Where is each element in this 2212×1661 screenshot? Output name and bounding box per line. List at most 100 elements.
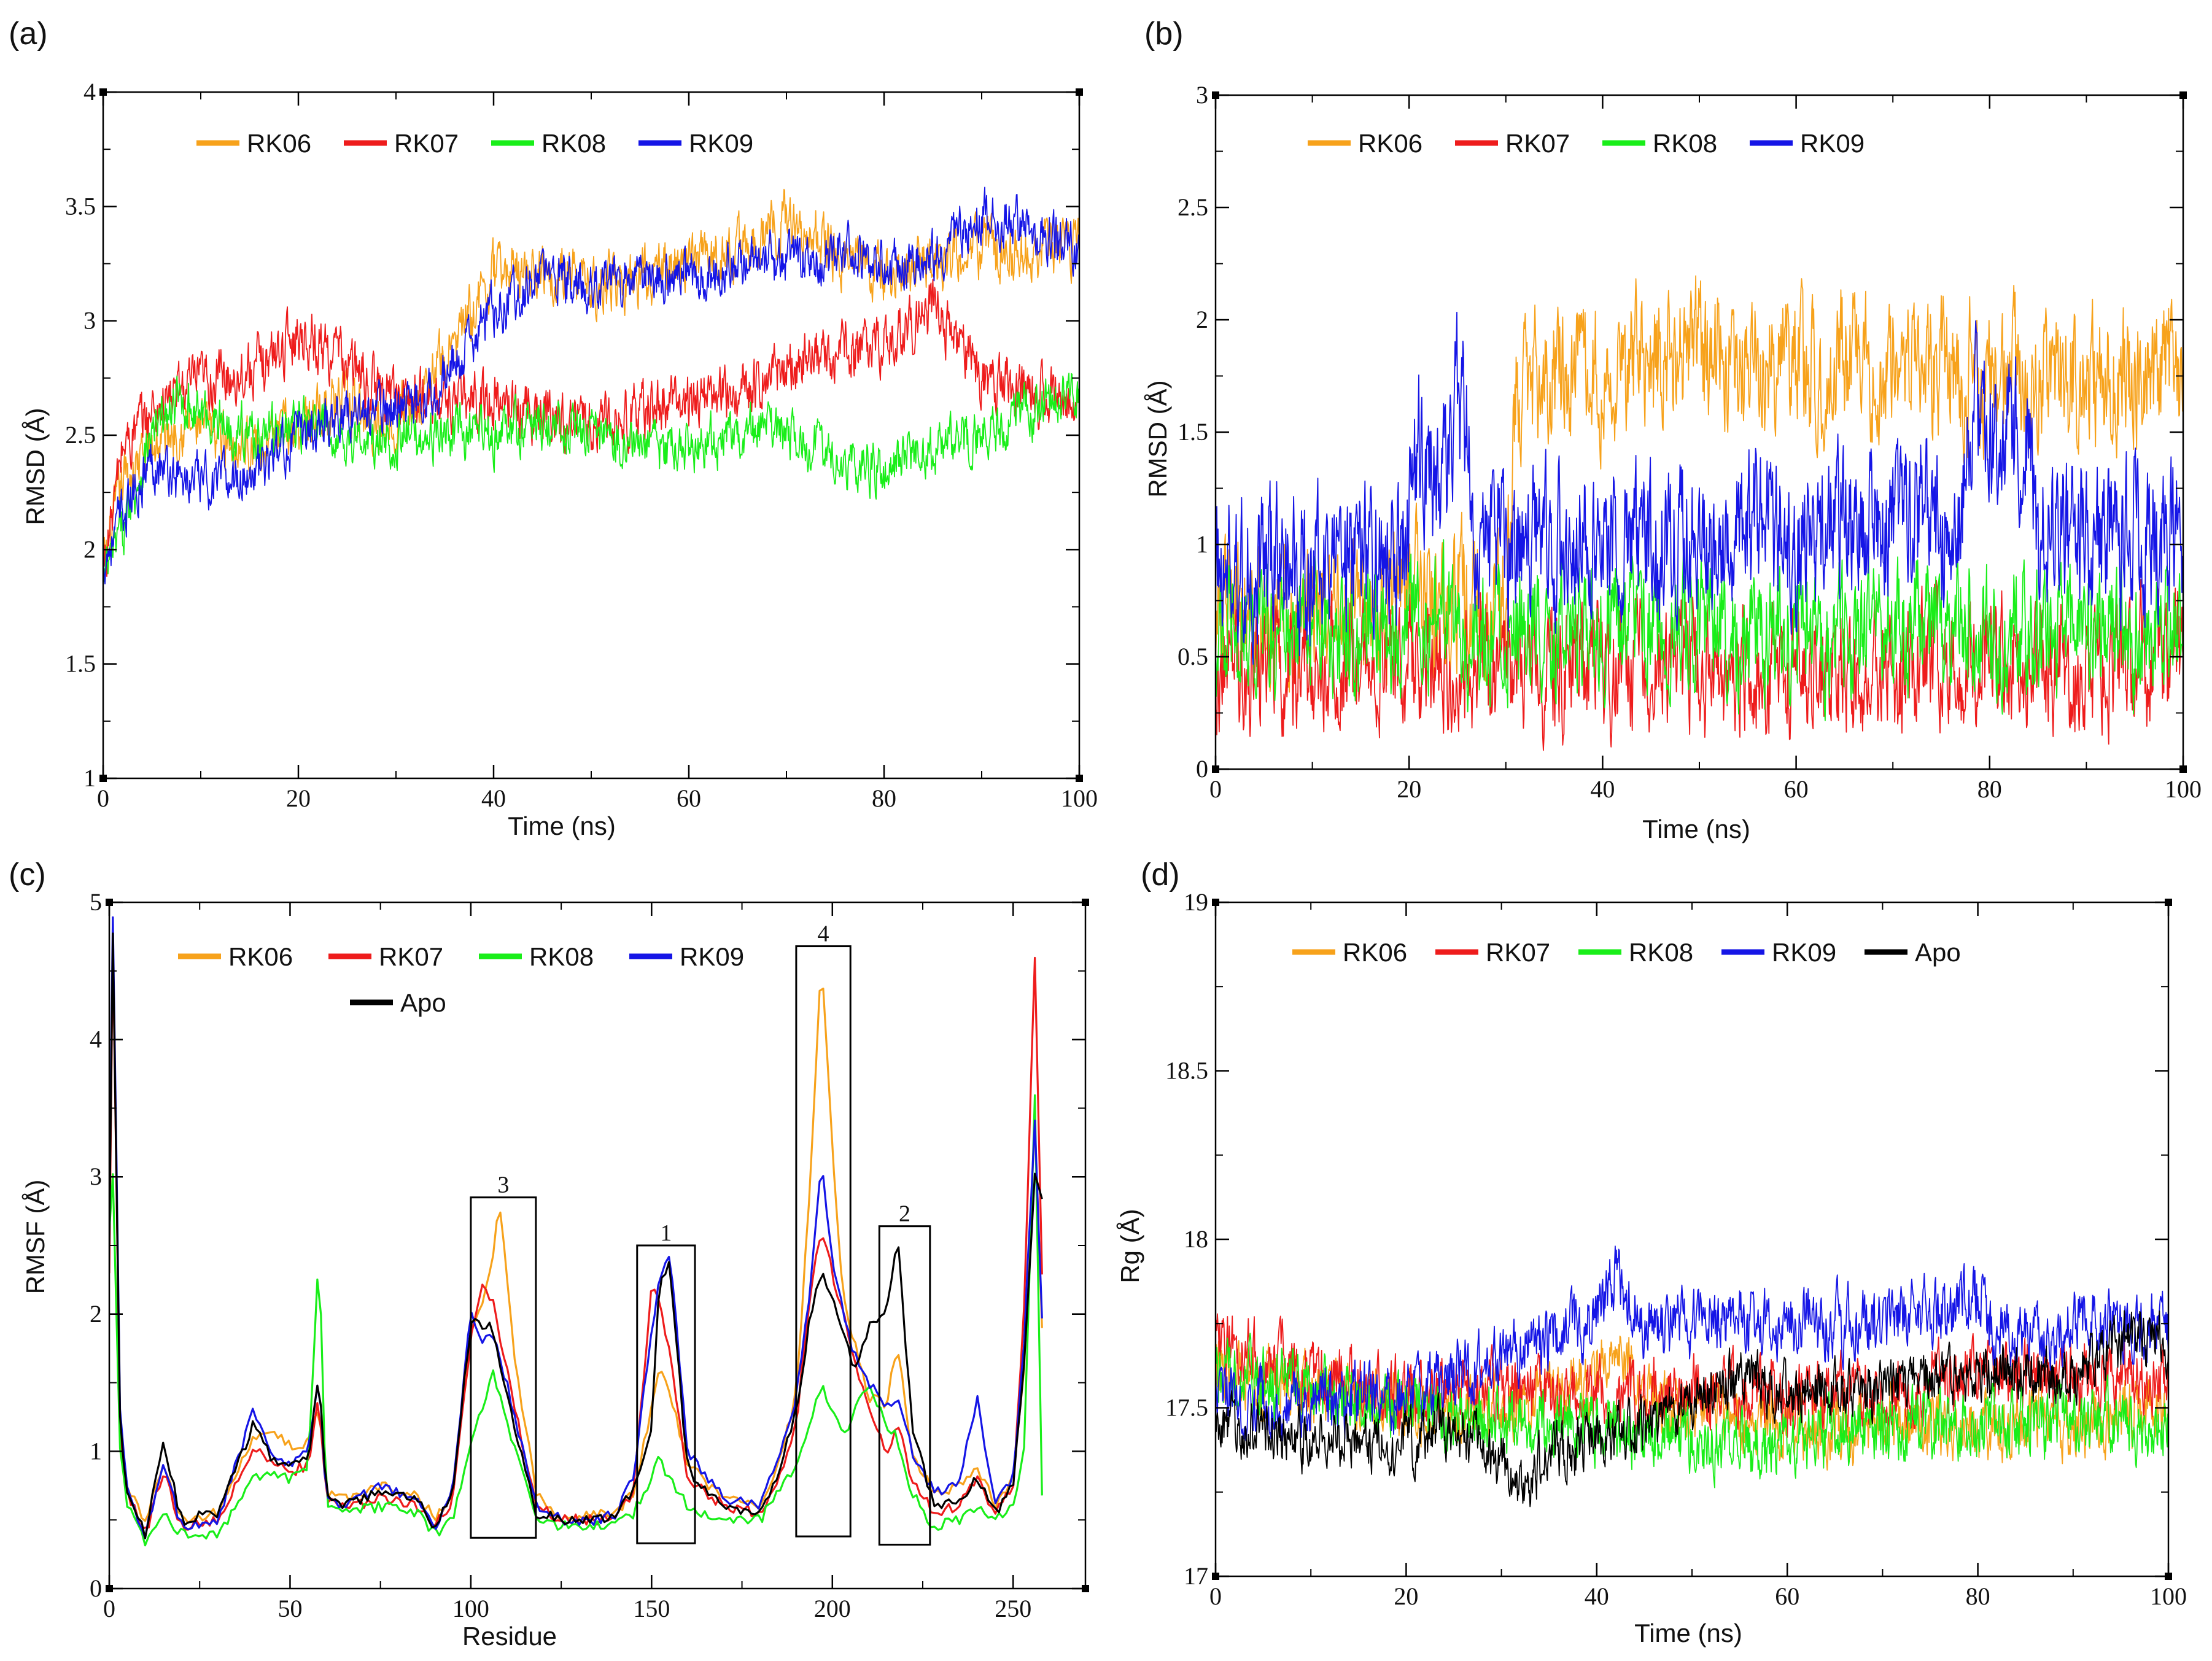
- legend: RK06 RK07 RK08 RK09: [196, 129, 753, 158]
- y-tick-label: 2: [90, 1300, 102, 1328]
- legend-label-rk08: RK08: [541, 129, 606, 158]
- legend: RK06 RK07 RK08 RK09 Apo: [1292, 938, 1961, 967]
- legend-label-apo: Apo: [1915, 938, 1961, 967]
- legend-label-rk06: RK06: [247, 129, 311, 158]
- y-tick-label: 2: [83, 535, 96, 563]
- y-tick-label: 4: [83, 78, 96, 106]
- y-tick-label: 0: [90, 1574, 102, 1602]
- y-tick-label: 2.5: [1178, 193, 1208, 221]
- x-tick-label: 0: [1209, 1582, 1222, 1610]
- series-line-apo: [1216, 1310, 2168, 1508]
- annotation-box-4: [795, 945, 852, 1538]
- x-tick-label: 100: [452, 1595, 489, 1622]
- panel-b-letter: (b): [1144, 16, 1184, 52]
- y-tick-label: 0: [1196, 755, 1208, 783]
- legend-label-rk09: RK09: [1772, 938, 1836, 967]
- series-line-rk07: [103, 279, 1079, 577]
- series-line-rk07: [1216, 579, 2183, 751]
- series-line-rk09: [103, 187, 1079, 585]
- panel-d-letter: (d): [1141, 857, 1180, 892]
- series-line-apo: [109, 932, 1043, 1539]
- legend: RK06 RK07 RK08 RK09 Apo: [178, 942, 744, 1017]
- legend-label-apo: Apo: [400, 988, 446, 1017]
- x-tick-label: 50: [277, 1595, 302, 1622]
- y-tick-label: 3: [83, 307, 96, 335]
- panel-b-x-axis-title: Time (ns): [1642, 815, 1750, 843]
- y-tick-label: 3: [1196, 81, 1208, 109]
- x-tick-label: 40: [1585, 1582, 1609, 1610]
- panel-b-y-axis-title: RMSD (Å): [1143, 380, 1172, 497]
- legend: RK06 RK07 RK08 RK09: [1308, 129, 1865, 158]
- y-tick-label: 18: [1184, 1225, 1208, 1253]
- panel-c-letter: (c): [9, 857, 46, 892]
- legend-label-rk06: RK06: [228, 942, 293, 971]
- x-tick-label: 0: [1209, 775, 1222, 803]
- x-tick-label: 40: [1590, 775, 1615, 803]
- legend-label-rk08: RK08: [1653, 129, 1717, 158]
- legend-label-rk07: RK07: [394, 129, 459, 158]
- legend-label-rk07: RK07: [1486, 938, 1550, 967]
- x-tick-label: 60: [1784, 775, 1809, 803]
- annotation-label-4: 4: [818, 921, 829, 947]
- panel-a-letter: (a): [9, 16, 48, 52]
- annotation-label-2: 2: [899, 1201, 910, 1227]
- y-tick-label: 1: [1196, 530, 1208, 558]
- y-tick-label: 18.5: [1165, 1057, 1208, 1085]
- x-tick-label: 100: [2165, 775, 2202, 803]
- y-tick-label: 1: [83, 764, 96, 792]
- x-tick-label: 20: [1397, 775, 1421, 803]
- series-group: [103, 187, 1079, 585]
- legend-label-rk06: RK06: [1343, 938, 1407, 967]
- y-tick-label: 17.5: [1165, 1394, 1208, 1422]
- y-tick-label: 19: [1184, 888, 1208, 916]
- y-tick-label: 17: [1184, 1562, 1208, 1590]
- panel-c-y-axis-title: RMSF (Å): [21, 1180, 50, 1295]
- series-line-rk08: [1216, 539, 2183, 721]
- x-tick-label: 40: [481, 784, 506, 812]
- x-tick-label: 150: [633, 1595, 670, 1622]
- series-line-rk08: [109, 1094, 1043, 1547]
- x-tick-label: 80: [1966, 1582, 1990, 1610]
- x-tick-label: 60: [677, 784, 701, 812]
- x-tick-label: 20: [1394, 1582, 1418, 1610]
- x-tick-label: 0: [103, 1595, 115, 1622]
- y-tick-label: 0.5: [1178, 643, 1208, 670]
- panel-a-y-axis-title: RMSD (Å): [21, 408, 50, 525]
- x-tick-label: 250: [995, 1595, 1031, 1622]
- x-tick-label: 80: [1977, 775, 2002, 803]
- x-tick-label: 0: [97, 784, 109, 812]
- legend-label-rk08: RK08: [1629, 938, 1693, 967]
- y-tick-label: 3.5: [65, 192, 96, 220]
- x-tick-label: 200: [814, 1595, 851, 1622]
- annotation-box-2: [878, 1225, 931, 1546]
- legend-label-rk09: RK09: [1800, 129, 1865, 158]
- y-tick-label: 2.5: [65, 421, 96, 449]
- panel-d-y-axis-title: Rg (Å): [1116, 1209, 1144, 1283]
- y-tick-label: 5: [90, 888, 102, 916]
- series-group: [109, 916, 1043, 1547]
- y-tick-label: 4: [90, 1026, 102, 1053]
- x-tick-label: 100: [1061, 784, 1098, 812]
- annotation-label-3: 3: [497, 1172, 509, 1198]
- x-tick-label: 60: [1775, 1582, 1799, 1610]
- series-line-rk09: [1216, 1245, 2168, 1442]
- y-tick-label: 1.5: [1178, 418, 1208, 446]
- y-tick-label: 1: [90, 1437, 102, 1465]
- series-line-rk09: [1216, 311, 2183, 665]
- series-group: [1216, 1245, 2168, 1508]
- legend-label-rk06: RK06: [1358, 129, 1422, 158]
- series-line-rk09: [109, 916, 1043, 1539]
- panel-c-x-axis-title: Residue: [462, 1622, 557, 1651]
- annotation-box-1: [636, 1244, 696, 1544]
- x-tick-label: 80: [872, 784, 896, 812]
- x-tick-label: 20: [286, 784, 311, 812]
- series-line-rk08: [103, 373, 1079, 583]
